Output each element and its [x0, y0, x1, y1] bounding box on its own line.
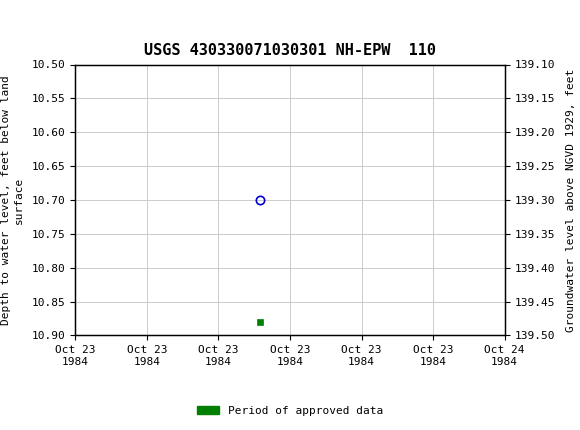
Text: USGS 430330071030301 NH-EPW  110: USGS 430330071030301 NH-EPW 110: [144, 43, 436, 58]
Y-axis label: Depth to water level, feet below land
surface: Depth to water level, feet below land su…: [1, 75, 24, 325]
Text: ≡USGS: ≡USGS: [3, 16, 61, 35]
Legend: Period of approved data: Period of approved data: [193, 401, 387, 420]
Y-axis label: Groundwater level above NGVD 1929, feet: Groundwater level above NGVD 1929, feet: [566, 68, 576, 332]
